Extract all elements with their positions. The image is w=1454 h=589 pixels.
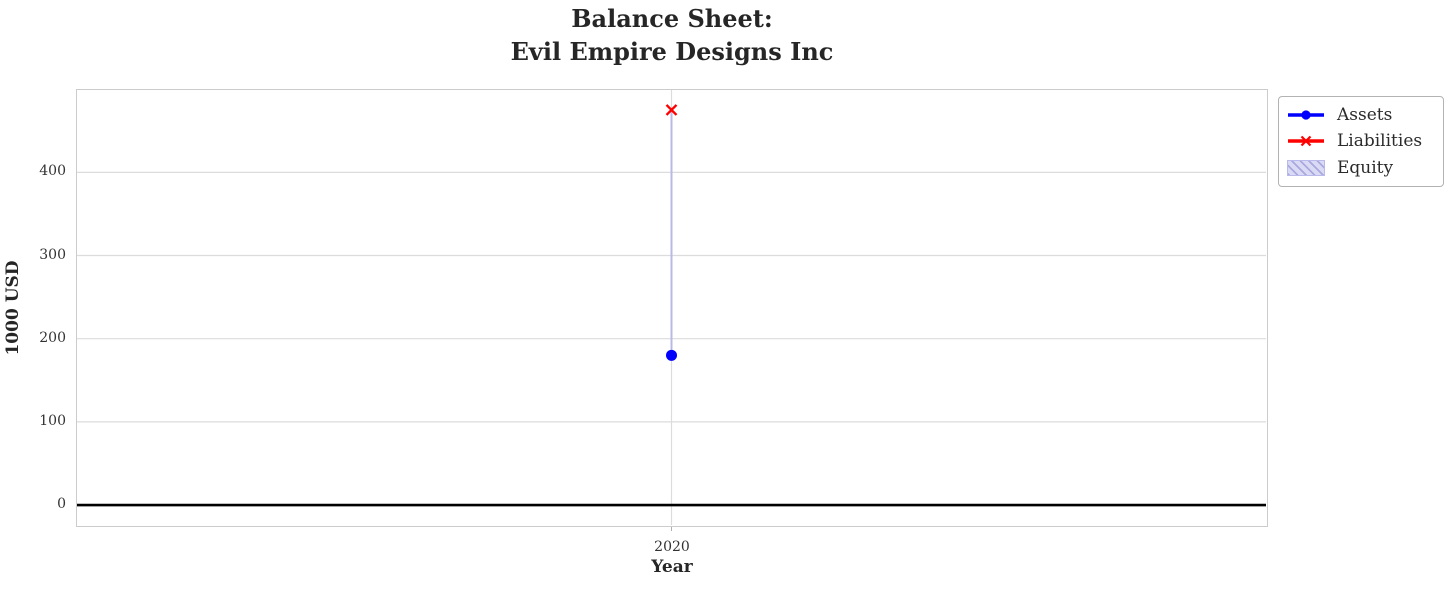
liabilities-line-marker-icon [1287,132,1325,150]
legend-row-equity: Equity [1287,155,1435,181]
y-tick-label: 400 [39,163,66,180]
assets-marker [666,349,677,361]
equity-hatched-patch-icon [1287,159,1325,177]
y-tick-label: 100 [39,412,66,429]
legend-label-assets: Assets [1337,105,1393,126]
assets-line-marker-icon [1287,106,1325,124]
chart-title: Balance Sheet: Evil Empire Designs Inc [510,4,834,66]
x-tick-mark [671,527,673,531]
plot-canvas [77,90,1266,525]
legend-row-assets: Assets [1287,102,1435,128]
legend: Assets Liabilities Equity [1278,96,1444,187]
legend-label-equity: Equity [1337,157,1394,178]
x-tick-label: 2020 [654,539,690,555]
y-tick-label: 200 [39,329,66,346]
liabilities-marker [665,104,678,116]
y-tick-label: 300 [39,246,66,263]
legend-row-liabilities: Liabilities [1287,128,1435,154]
y-tick-label: 0 [57,496,66,513]
x-axis-label: Year [651,557,693,577]
plot-area [76,89,1268,527]
legend-label-liabilities: Liabilities [1337,131,1423,152]
